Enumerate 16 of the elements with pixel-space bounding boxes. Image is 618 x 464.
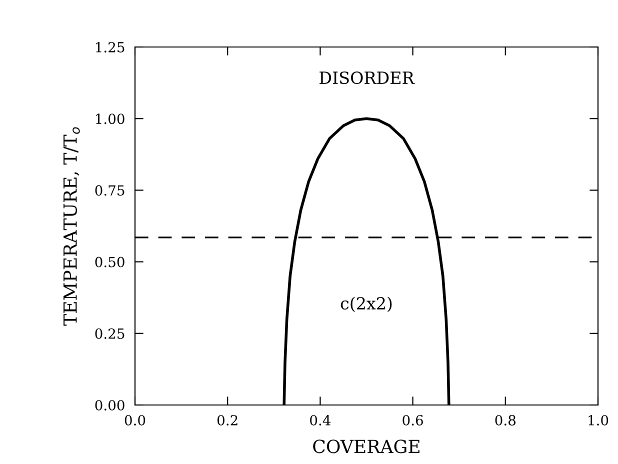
x-tick-label: 0.6 [402,414,423,426]
y-tick-label: 0.50 [95,256,124,268]
y-tick-label: 0.25 [95,328,124,339]
x-tick-label: 1.0 [588,414,608,426]
x-tick-label: 0.2 [217,414,238,426]
x-axis-title: COVERAGE [313,440,420,454]
y-tick-label: 1.00 [96,114,124,124]
y-tick-label: 0.00 [95,400,124,410]
annotation: c(2x2) [340,296,392,312]
y-axis-title: TEMPERATURE, T/T$_{o}$ [64,127,80,326]
y-tick-label: 1.25 [96,42,124,52]
x-tick-label: 0.4 [310,414,331,426]
x-tick-label: 0.8 [495,414,516,426]
y-tick-label: 0.75 [95,185,124,196]
x-tick-label: 0.0 [124,414,146,426]
annotation: DISORDER [320,71,415,84]
